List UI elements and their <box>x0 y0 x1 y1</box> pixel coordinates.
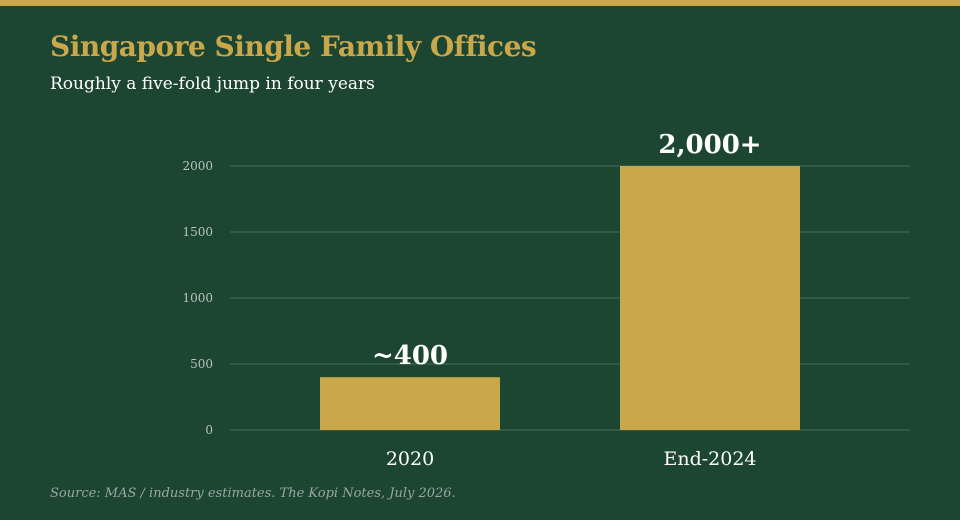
top-accent-rule <box>0 0 960 6</box>
chart-title: Singapore Single Family Offices <box>50 30 537 63</box>
bars <box>320 166 800 430</box>
x-tick-label: End-2024 <box>663 448 756 470</box>
y-tick-label: 0 <box>205 423 213 437</box>
y-tick-label: 1500 <box>182 225 213 239</box>
y-tick-label: 2000 <box>182 159 213 173</box>
x-axis-ticks: 2020 End-2024 <box>386 448 757 470</box>
y-tick-label: 1000 <box>182 291 213 305</box>
data-label: ~400 <box>372 341 448 371</box>
source-note: Source: MAS / industry estimates. The Ko… <box>50 486 456 501</box>
data-label: 2,000+ <box>658 130 761 160</box>
y-tick-label: 500 <box>190 357 213 371</box>
y-axis-ticks: 0 500 1000 1500 2000 <box>182 159 213 437</box>
x-tick-label: 2020 <box>386 448 434 470</box>
chart-subtitle: Roughly a five-fold jump in four years <box>50 74 375 94</box>
data-labels: ~400 2,000+ <box>372 130 762 371</box>
bar-2020 <box>320 377 500 430</box>
bar-end-2024 <box>620 166 800 430</box>
